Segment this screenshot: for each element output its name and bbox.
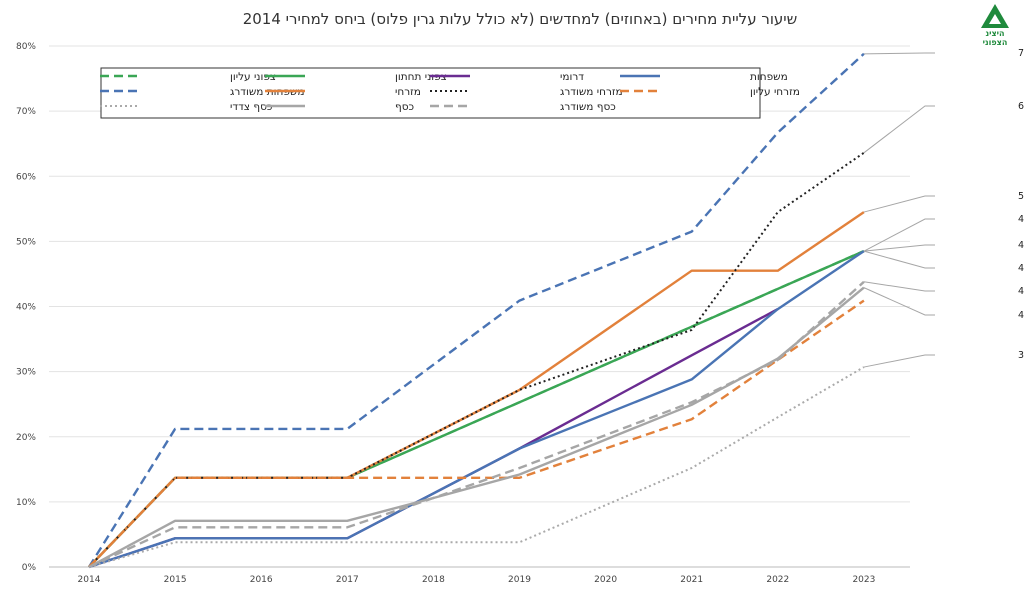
y-tick-label: 30% bbox=[16, 368, 36, 378]
series-line bbox=[88, 151, 865, 568]
series-line bbox=[88, 250, 865, 569]
x-tick-label: 2022 bbox=[766, 575, 789, 585]
annotation-label: משפחות משודרג, 79% bbox=[1018, 48, 1024, 59]
series-line bbox=[88, 299, 865, 568]
legend-label: צפוני תחתון bbox=[395, 71, 447, 83]
legend-label: מזרחי עליון bbox=[750, 86, 800, 98]
annotation-label: משפחות, 48% bbox=[1018, 263, 1024, 274]
annotation-leader bbox=[863, 250, 935, 269]
series-lines bbox=[87, 52, 865, 569]
annotation-leader bbox=[863, 287, 935, 316]
logo-line1: היצינ bbox=[985, 29, 1004, 38]
series-line bbox=[88, 280, 865, 569]
x-tick-label: 2021 bbox=[680, 575, 703, 585]
x-tick-label: 2019 bbox=[508, 575, 531, 585]
legend-label: מזרחי bbox=[395, 86, 421, 98]
y-tick-label: 80% bbox=[16, 42, 36, 52]
annotation-leader bbox=[863, 354, 935, 368]
series-line bbox=[88, 366, 865, 568]
annotation-label: כסף, 43% bbox=[1018, 310, 1024, 321]
annotation-leader bbox=[863, 281, 935, 292]
annotation-leader bbox=[863, 195, 935, 213]
legend-label: צפוני עליון bbox=[230, 71, 276, 83]
annotation-leader bbox=[863, 52, 935, 55]
chart-title: שיעור עליית מחירים (באחוזים) למחדשים (לא… bbox=[243, 10, 798, 28]
y-tick-label: 50% bbox=[16, 237, 36, 247]
x-tick-label: 2018 bbox=[422, 575, 445, 585]
annotation-label: כסף משודרג, 44% bbox=[1018, 286, 1024, 297]
legend-label: משפחות bbox=[750, 71, 788, 83]
x-tick-label: 2014 bbox=[78, 575, 101, 585]
gridlines bbox=[49, 45, 910, 568]
legend-label: כסף משודרג bbox=[560, 101, 616, 113]
logo-line2: הצפוני bbox=[983, 38, 1008, 47]
series-line bbox=[88, 286, 865, 569]
y-tick-label: 70% bbox=[16, 107, 36, 117]
series-line bbox=[88, 211, 865, 568]
y-tick-label: 10% bbox=[16, 498, 36, 508]
y-tick-label: 60% bbox=[16, 172, 36, 182]
y-tick-label: 40% bbox=[16, 303, 36, 313]
legend-label: מזרחי משודרג bbox=[560, 86, 623, 98]
legend-label: כסף bbox=[395, 101, 414, 113]
x-tick-label: 2020 bbox=[594, 575, 617, 585]
y-tick-label: 20% bbox=[16, 433, 36, 443]
annotation-leader bbox=[863, 218, 935, 252]
legend-label: כסף צדדי bbox=[230, 101, 272, 113]
annotations: משפחות משודרג, 79% מזרחי משודרג, 64% מזרחי… bbox=[1018, 48, 1024, 361]
logo: היצינ הצפוני bbox=[981, 4, 1009, 47]
annotation-label: מזרחי משודרג, 64% bbox=[1018, 101, 1024, 112]
annotation-label: מזרחי, 55% bbox=[1018, 191, 1024, 202]
y-tick-label: 0% bbox=[22, 563, 37, 573]
annotation-leaders bbox=[863, 52, 935, 368]
annotation-leader bbox=[863, 105, 935, 154]
annotation-label: כסף צדדי, 31% bbox=[1018, 350, 1024, 361]
annotation-leader bbox=[863, 244, 935, 252]
legend-label: דרומי bbox=[560, 71, 584, 83]
x-tick-label: 2015 bbox=[164, 575, 187, 585]
logo-inner-triangle bbox=[989, 14, 1001, 24]
x-tick-label: 2017 bbox=[336, 575, 359, 585]
axes: 0% 10% 20% 30% 40% 50% 60% 70% 80% 2014 2015 2016 20… bbox=[16, 42, 875, 585]
annotation-label: צפוני תחתון, 48% bbox=[1018, 214, 1024, 225]
x-tick-label: 2023 bbox=[852, 575, 875, 585]
x-tick-label: 2016 bbox=[250, 575, 273, 585]
series-line bbox=[87, 52, 865, 568]
annotation-label: צפוני עליון, 48% bbox=[1018, 240, 1024, 251]
